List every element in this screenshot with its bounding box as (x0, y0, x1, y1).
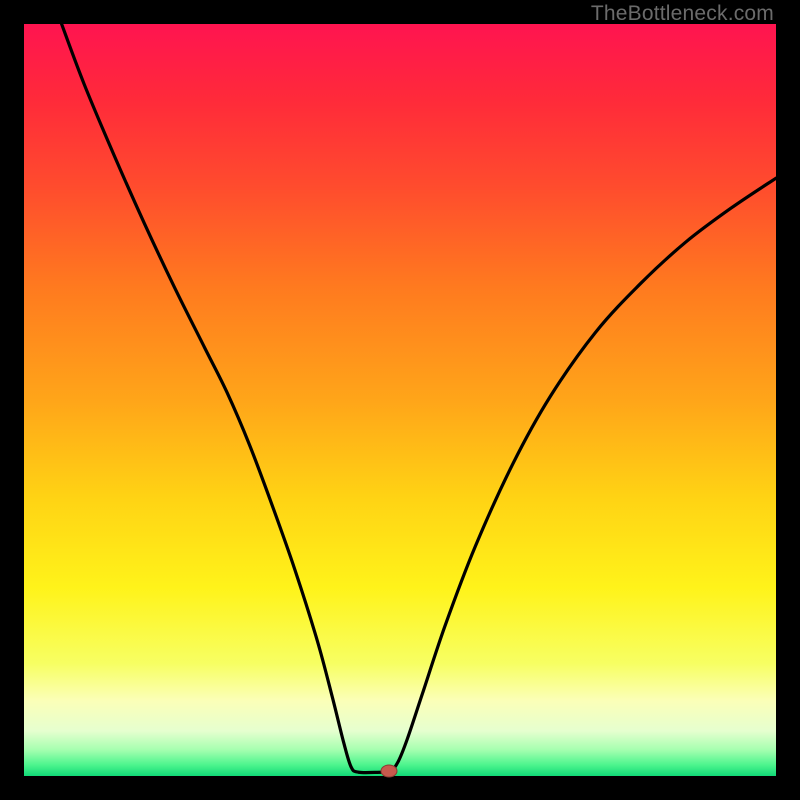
chart-frame: TheBottleneck.com (0, 0, 800, 800)
watermark-text: TheBottleneck.com (591, 2, 774, 26)
plot-area (24, 24, 776, 776)
optimal-point-marker (380, 765, 397, 778)
curve-layer (24, 24, 776, 776)
bottleneck-curve (62, 24, 776, 773)
